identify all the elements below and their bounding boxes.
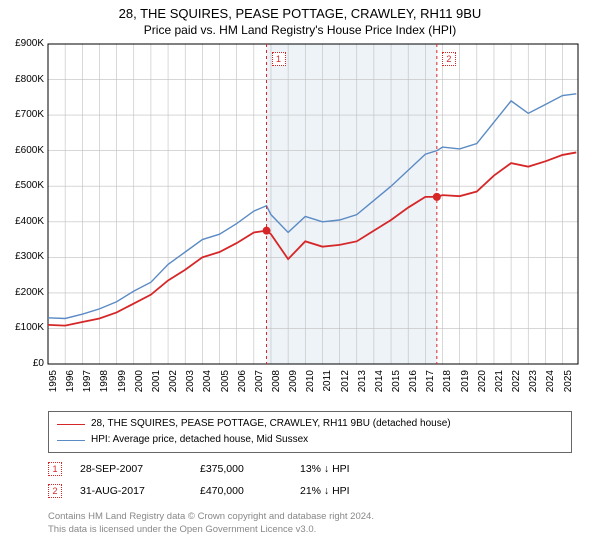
x-tick-label: 2023 <box>528 370 539 400</box>
legend-row-property: 28, THE SQUIRES, PEASE POTTAGE, CRAWLEY,… <box>57 416 563 432</box>
legend-row-hpi: HPI: Average price, detached house, Mid … <box>57 432 563 448</box>
transaction-date: 31-AUG-2017 <box>80 485 200 497</box>
x-tick-label: 2004 <box>202 370 213 400</box>
x-tick-label: 2009 <box>288 370 299 400</box>
marker-box-2: 2 <box>442 52 456 66</box>
x-tick-label: 2019 <box>460 370 471 400</box>
legend-swatch <box>57 440 85 441</box>
transactions-table: 1 28-SEP-2007£375,00013% ↓ HPI 2 31-AUG-201… <box>48 458 400 502</box>
legend-label: HPI: Average price, detached house, Mid … <box>91 432 308 448</box>
footer-licence: This data is licensed under the Open Gov… <box>48 523 374 536</box>
x-tick-label: 2002 <box>168 370 179 400</box>
legend-swatch <box>57 424 85 425</box>
x-tick-label: 1998 <box>99 370 110 400</box>
transaction-row: 2 31-AUG-2017£470,00021% ↓ HPI <box>48 480 400 502</box>
x-tick-label: 2016 <box>408 370 419 400</box>
x-tick-label: 2003 <box>185 370 196 400</box>
x-tick-label: 1999 <box>117 370 128 400</box>
marker-box-1: 1 <box>272 52 286 66</box>
x-tick-label: 2021 <box>494 370 505 400</box>
transaction-diff: 13% ↓ HPI <box>300 463 400 475</box>
y-tick-label: £0 <box>4 358 44 369</box>
y-tick-label: £200K <box>4 287 44 298</box>
y-tick-label: £600K <box>4 145 44 156</box>
x-tick-label: 2005 <box>220 370 231 400</box>
y-tick-label: £700K <box>4 109 44 120</box>
transaction-marker: 2 <box>48 484 62 498</box>
x-tick-label: 2011 <box>322 370 333 400</box>
transaction-date: 28-SEP-2007 <box>80 463 200 475</box>
y-tick-label: £800K <box>4 74 44 85</box>
transaction-price: £470,000 <box>200 485 300 497</box>
x-tick-label: 1995 <box>48 370 59 400</box>
x-tick-label: 2000 <box>134 370 145 400</box>
x-tick-label: 2014 <box>374 370 385 400</box>
x-tick-label: 2022 <box>511 370 522 400</box>
x-tick-label: 2020 <box>477 370 488 400</box>
transaction-price: £375,000 <box>200 463 300 475</box>
x-tick-label: 2006 <box>237 370 248 400</box>
footer: Contains HM Land Registry data © Crown c… <box>48 510 374 536</box>
x-tick-label: 1996 <box>65 370 76 400</box>
y-tick-label: £300K <box>4 251 44 262</box>
chart-container: 28, THE SQUIRES, PEASE POTTAGE, CRAWLEY,… <box>0 0 600 560</box>
y-tick-label: £500K <box>4 180 44 191</box>
chart-svg <box>0 0 600 410</box>
x-tick-label: 2024 <box>545 370 556 400</box>
x-tick-label: 2012 <box>340 370 351 400</box>
x-tick-label: 1997 <box>82 370 93 400</box>
transaction-marker: 1 <box>48 462 62 476</box>
footer-copyright: Contains HM Land Registry data © Crown c… <box>48 510 374 523</box>
legend-label: 28, THE SQUIRES, PEASE POTTAGE, CRAWLEY,… <box>91 416 451 432</box>
y-tick-label: £400K <box>4 216 44 227</box>
x-tick-label: 2018 <box>442 370 453 400</box>
x-tick-label: 2015 <box>391 370 402 400</box>
transaction-diff: 21% ↓ HPI <box>300 485 400 497</box>
x-tick-label: 2007 <box>254 370 265 400</box>
x-tick-label: 2025 <box>563 370 574 400</box>
x-tick-label: 2013 <box>357 370 368 400</box>
y-tick-label: £900K <box>4 38 44 49</box>
x-tick-label: 2017 <box>425 370 436 400</box>
x-tick-label: 2001 <box>151 370 162 400</box>
x-tick-label: 2008 <box>271 370 282 400</box>
y-tick-label: £100K <box>4 322 44 333</box>
transaction-row: 1 28-SEP-2007£375,00013% ↓ HPI <box>48 458 400 480</box>
legend: 28, THE SQUIRES, PEASE POTTAGE, CRAWLEY,… <box>48 411 572 453</box>
x-tick-label: 2010 <box>305 370 316 400</box>
